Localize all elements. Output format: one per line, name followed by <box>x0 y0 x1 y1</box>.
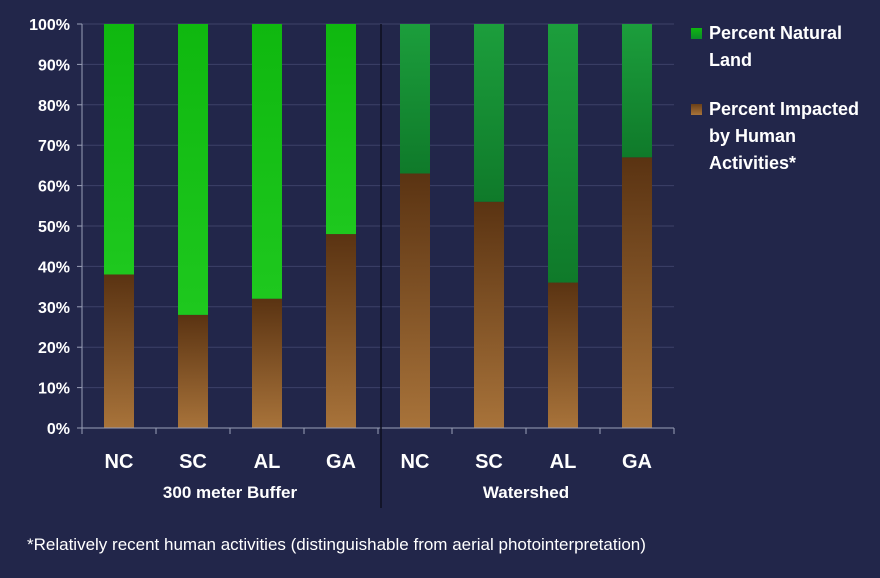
x-group-label: Watershed <box>483 483 569 502</box>
legend-label: Percent Impacted <box>709 99 859 119</box>
axis-labels: 0% 10% 20% 30% 40% 50% 60% 70% 80% 90% 100% NC SC AL G… <box>29 17 652 502</box>
bar-impacted <box>474 201 504 428</box>
y-tick-label: 10% <box>38 381 70 398</box>
bar-natural <box>178 24 208 315</box>
y-tick-label: 80% <box>38 98 70 115</box>
footnote: *Relatively recent human activities (dis… <box>27 535 646 554</box>
x-category-label: GA <box>622 451 652 473</box>
x-category-label: SC <box>475 451 503 473</box>
legend-swatch <box>691 104 702 115</box>
bar-natural <box>548 24 578 283</box>
x-category-label: NC <box>105 451 134 473</box>
bar-natural <box>104 24 134 275</box>
legend-label: Percent Natural <box>709 23 842 43</box>
bar-impacted <box>548 282 578 428</box>
x-category-label: AL <box>254 451 281 473</box>
legend-swatch <box>691 28 702 39</box>
y-tick-label: 100% <box>29 17 70 34</box>
y-tick-label: 30% <box>38 300 70 317</box>
bars <box>104 24 652 428</box>
bar-impacted <box>252 298 282 428</box>
bar-natural <box>252 24 282 299</box>
y-tick-label: 40% <box>38 259 70 276</box>
bar-natural <box>474 24 504 202</box>
x-category-label: SC <box>179 451 207 473</box>
bar-natural <box>326 24 356 235</box>
legend-label: by Human <box>709 126 796 146</box>
gridlines <box>82 23 674 389</box>
x-category-label: NC <box>401 451 430 473</box>
y-tick-label: 0% <box>47 421 70 438</box>
bar-impacted <box>326 234 356 428</box>
x-category-label: AL <box>550 451 577 473</box>
legend-label: Activities* <box>709 153 796 173</box>
bar-natural <box>400 24 430 174</box>
y-tick-label: 60% <box>38 179 70 196</box>
axes <box>77 23 675 508</box>
x-category-label: GA <box>326 451 356 473</box>
legend: Percent Natural Land Percent Impacted by Hu… <box>691 23 859 173</box>
bar-impacted <box>178 314 208 428</box>
bar-natural <box>622 24 652 158</box>
bar-impacted <box>400 173 430 428</box>
y-tick-label: 90% <box>38 57 70 74</box>
legend-label: Land <box>709 50 752 70</box>
bar-impacted <box>104 274 134 428</box>
y-tick-label: 70% <box>38 138 70 155</box>
y-tick-label: 50% <box>38 219 70 236</box>
bar-impacted <box>622 157 652 428</box>
x-group-label: 300 meter Buffer <box>163 483 298 502</box>
y-tick-label: 20% <box>38 340 70 357</box>
